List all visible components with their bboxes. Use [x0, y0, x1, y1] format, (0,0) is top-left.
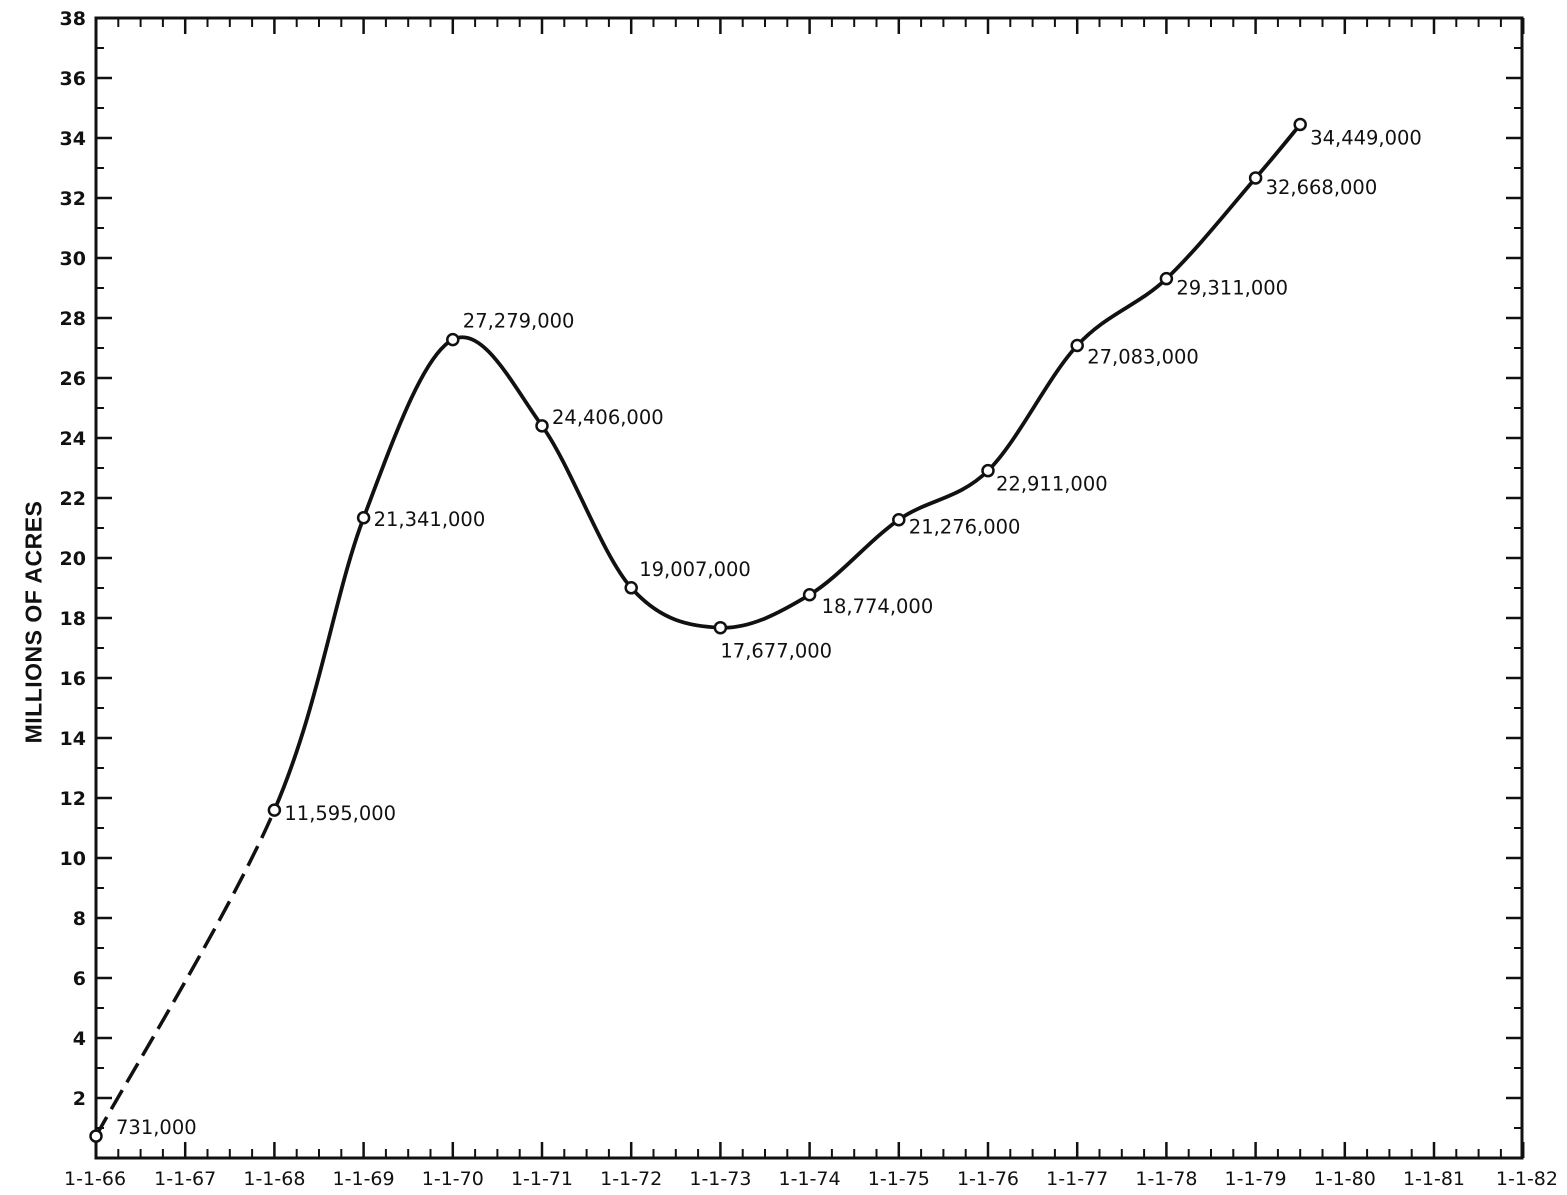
y-tick-label: 24 — [60, 428, 86, 450]
y-tick-label: 8 — [73, 908, 86, 930]
series-line — [94, 123, 1302, 1137]
y-tick-label: 28 — [60, 308, 86, 330]
data-label: 21,341,000 — [374, 508, 486, 531]
x-tick-label: 1-1-78 — [1135, 1168, 1197, 1190]
data-point — [713, 620, 728, 635]
y-tick-label: 34 — [60, 128, 86, 150]
x-tick-label: 1-1-71 — [511, 1168, 573, 1190]
x-tick-label: 1-1-68 — [243, 1168, 305, 1190]
y-tick-label: 16 — [60, 668, 86, 690]
y-tick-label: 30 — [60, 248, 86, 270]
x-tick-label: 1-1-70 — [422, 1168, 484, 1190]
data-label: 21,276,000 — [909, 516, 1021, 539]
data-point — [356, 511, 371, 525]
y-tick-label: 38 — [60, 8, 86, 30]
x-tick-label: 1-1-72 — [600, 1168, 662, 1190]
y-tick-label: 22 — [60, 488, 86, 510]
x-tick-label: 1-1-76 — [957, 1168, 1019, 1190]
x-tick-label: 1-1-67 — [154, 1168, 216, 1190]
data-point — [802, 588, 817, 602]
data-point — [1248, 171, 1263, 185]
data-point — [892, 512, 906, 527]
x-axis: 1-1-66 1-1-67 1-1-68 1-1-69 1-1-70 1-1-71 1-1-… — [64, 18, 1558, 1190]
y-tick-label: 10 — [60, 848, 86, 870]
data-label: 27,083,000 — [1087, 346, 1199, 369]
data-point — [89, 1129, 103, 1143]
x-tick-label: 1-1-82 — [1496, 1168, 1558, 1190]
series-line-dashed — [94, 809, 277, 1137]
x-tick-label: 1-1-74 — [779, 1168, 841, 1190]
y-tick-label: 14 — [60, 728, 86, 750]
data-label: 32,668,000 — [1266, 176, 1378, 199]
y-tick-label: 6 — [73, 968, 86, 990]
y-tick-label: 2 — [73, 1088, 86, 1110]
series-line-solid — [272, 123, 1302, 811]
data-point — [1159, 271, 1174, 286]
y-tick-label: 4 — [73, 1028, 86, 1050]
data-label: 27,279,000 — [463, 310, 575, 333]
y-tick-label: 20 — [60, 548, 86, 570]
y-tick-label: 36 — [60, 68, 86, 90]
x-tick-label: 1-1-77 — [1046, 1168, 1108, 1190]
y-tick-label: 26 — [60, 368, 86, 390]
x-tick-label: 1-1-80 — [1314, 1168, 1376, 1190]
data-point — [981, 463, 995, 478]
y-axis-label: MILLIONS OF ACRES — [20, 500, 47, 744]
data-point — [624, 581, 638, 595]
x-tick-label: 1-1-66 — [64, 1168, 126, 1190]
data-point — [535, 419, 549, 433]
data-point — [1293, 117, 1307, 132]
data-label: 17,677,000 — [720, 640, 832, 663]
y-tick-label: 32 — [60, 188, 86, 210]
x-tick-label: 1-1-73 — [689, 1168, 751, 1190]
data-labels: 731,000 11,595,000 21,341,000 27,279,000 24,… — [116, 127, 1422, 1140]
data-label: 22,911,000 — [996, 473, 1108, 496]
data-point — [1070, 338, 1084, 353]
data-point — [267, 803, 282, 817]
x-tick-label: 1-1-75 — [868, 1168, 930, 1190]
data-points — [89, 117, 1307, 1143]
x-tick-label: 1-1-69 — [333, 1168, 395, 1190]
data-label: 34,449,000 — [1310, 127, 1422, 150]
data-label: 731,000 — [116, 1116, 197, 1139]
data-label: 19,007,000 — [639, 558, 751, 581]
y-tick-label: 12 — [60, 788, 86, 810]
y-tick-label: 18 — [60, 608, 86, 630]
data-label: 24,406,000 — [552, 406, 664, 429]
x-tick-label: 1-1-81 — [1403, 1168, 1465, 1190]
data-point — [446, 332, 460, 347]
data-label: 29,311,000 — [1176, 277, 1288, 300]
data-label: 11,595,000 — [284, 802, 396, 825]
x-tick-label: 1-1-79 — [1225, 1168, 1287, 1190]
data-label: 18,774,000 — [822, 595, 934, 618]
